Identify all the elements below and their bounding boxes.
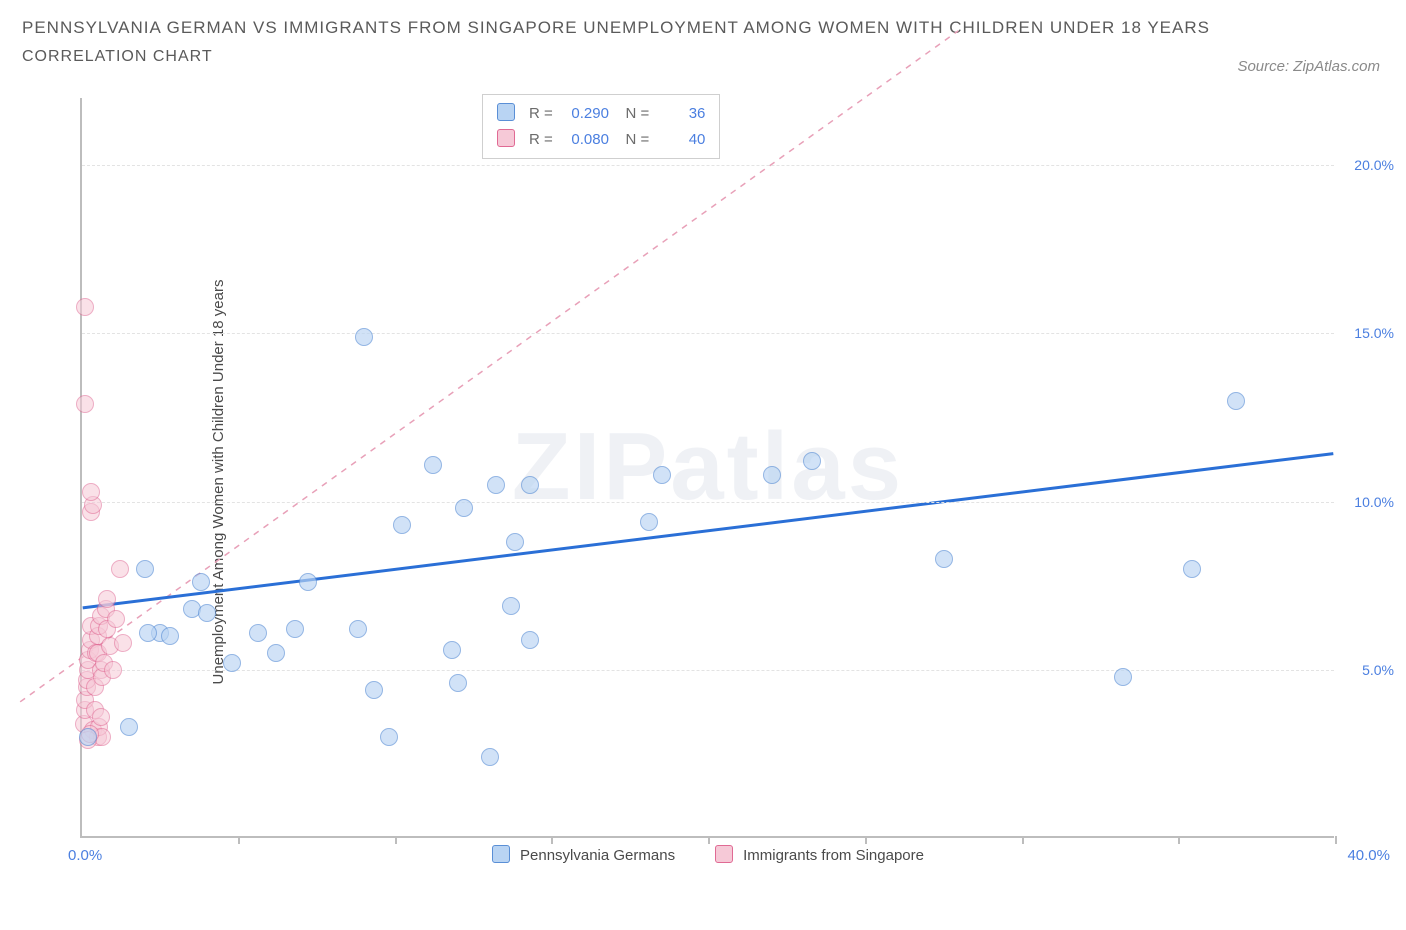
scatter-point — [521, 631, 539, 649]
scatter-point — [82, 483, 100, 501]
y-tick-label: 15.0% — [1354, 325, 1394, 341]
x-tick — [1178, 836, 1180, 844]
scatter-point — [349, 620, 367, 638]
scatter-point — [286, 620, 304, 638]
scatter-point — [653, 466, 671, 484]
scatter-point — [111, 560, 129, 578]
scatter-point — [76, 395, 94, 413]
scatter-point — [1114, 668, 1132, 686]
scatter-point — [267, 644, 285, 662]
scatter-point — [76, 298, 94, 316]
scatter-point — [355, 328, 373, 346]
legend-item: Pennsylvania Germans — [492, 845, 675, 864]
scatter-point — [506, 533, 524, 551]
scatter-point — [1227, 392, 1245, 410]
scatter-point — [502, 597, 520, 615]
scatter-point — [92, 708, 110, 726]
x-tick — [1335, 836, 1337, 844]
scatter-point — [365, 681, 383, 699]
scatter-point — [640, 513, 658, 531]
scatter-point — [161, 627, 179, 645]
x-tick — [1022, 836, 1024, 844]
correlation-legend: R = 0.290 N = 36R = 0.080 N = 40 — [482, 94, 720, 159]
scatter-point — [481, 748, 499, 766]
gridline-h — [82, 670, 1334, 671]
scatter-point — [455, 499, 473, 517]
scatter-point — [114, 634, 132, 652]
y-tick-label: 20.0% — [1354, 157, 1394, 173]
scatter-point — [393, 516, 411, 534]
x-axis-max-label: 40.0% — [1347, 847, 1390, 864]
chart-title-block: PENNSYLVANIA GERMAN VS IMMIGRANTS FROM S… — [0, 0, 1406, 74]
scatter-point — [223, 654, 241, 672]
scatter-point — [139, 624, 157, 642]
x-tick — [238, 836, 240, 844]
scatter-point — [803, 452, 821, 470]
x-tick — [865, 836, 867, 844]
scatter-point — [249, 624, 267, 642]
scatter-point — [763, 466, 781, 484]
plot-area: ZIPatlas R = 0.290 N = 36R = 0.080 N = 4… — [80, 98, 1334, 838]
scatter-point — [424, 456, 442, 474]
series-legend: Pennsylvania Germans Immigrants from Sing… — [82, 845, 1334, 864]
gridline-h — [82, 502, 1334, 503]
trend-lines-layer — [82, 98, 1334, 836]
scatter-point — [136, 560, 154, 578]
gridline-h — [82, 165, 1334, 166]
scatter-point — [98, 590, 116, 608]
scatter-point — [521, 476, 539, 494]
y-tick-label: 5.0% — [1362, 662, 1394, 678]
scatter-point — [192, 573, 210, 591]
scatter-point — [79, 728, 97, 746]
chart-title-line2: CORRELATION CHART — [22, 48, 1384, 66]
scatter-point — [104, 661, 122, 679]
scatter-point — [443, 641, 461, 659]
scatter-point — [198, 604, 216, 622]
scatter-point — [1183, 560, 1201, 578]
legend-row: R = 0.080 N = 40 — [497, 127, 705, 153]
legend-row: R = 0.290 N = 36 — [497, 101, 705, 127]
chart-title-line1: PENNSYLVANIA GERMAN VS IMMIGRANTS FROM S… — [22, 18, 1384, 38]
scatter-point — [449, 674, 467, 692]
scatter-point — [107, 610, 125, 628]
x-tick — [395, 836, 397, 844]
trend-line — [83, 454, 1334, 608]
scatter-point — [935, 550, 953, 568]
chart-container: Unemployment Among Women with Children U… — [44, 92, 1384, 872]
y-tick-label: 10.0% — [1354, 494, 1394, 510]
scatter-point — [120, 718, 138, 736]
source-attribution: Source: ZipAtlas.com — [1237, 58, 1380, 75]
legend-item: Immigrants from Singapore — [715, 845, 924, 864]
gridline-h — [82, 333, 1334, 334]
scatter-point — [299, 573, 317, 591]
x-tick — [551, 836, 553, 844]
scatter-point — [380, 728, 398, 746]
watermark: ZIPatlas — [512, 412, 904, 522]
scatter-point — [487, 476, 505, 494]
x-tick — [708, 836, 710, 844]
